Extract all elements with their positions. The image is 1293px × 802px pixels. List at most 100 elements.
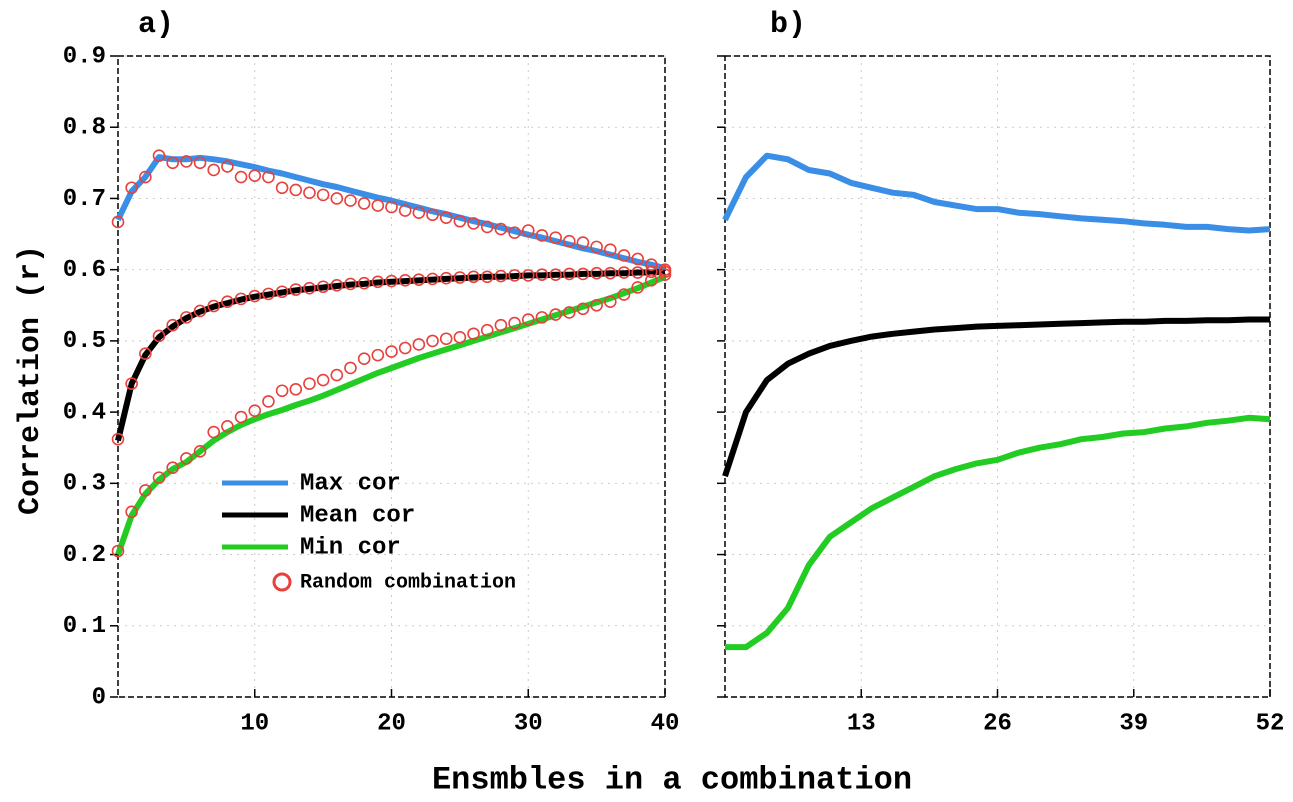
random-marker — [193, 304, 207, 318]
random-marker — [221, 295, 234, 309]
random-marker — [385, 345, 398, 358]
random-marker — [426, 208, 439, 222]
random-marker — [398, 274, 412, 287]
random-marker — [549, 231, 562, 244]
random-marker — [480, 220, 494, 234]
y-tick-label: 0.2 — [63, 542, 106, 569]
y-tick-label: 0.4 — [63, 399, 106, 426]
random-marker — [576, 267, 590, 281]
random-marker — [603, 243, 617, 257]
random-marker — [303, 281, 316, 295]
random-marker — [617, 288, 631, 301]
y-tick-label: 0.7 — [63, 186, 106, 213]
random-marker — [398, 204, 412, 217]
random-marker — [535, 229, 549, 242]
series-line — [725, 414, 1271, 651]
random-marker — [645, 258, 658, 271]
random-marker — [590, 298, 603, 312]
random-marker — [330, 192, 344, 205]
random-marker — [289, 383, 303, 396]
y-tick-label: 0 — [92, 684, 106, 711]
series-line — [115, 268, 666, 442]
random-marker — [344, 277, 357, 291]
random-marker — [508, 316, 521, 330]
random-marker — [248, 169, 262, 182]
random-marker — [234, 170, 248, 184]
y-tick-label: 0.8 — [63, 115, 106, 142]
random-marker — [207, 425, 221, 439]
y-tick-label: 0.1 — [63, 613, 106, 640]
random-marker — [180, 452, 193, 465]
random-marker — [549, 268, 562, 281]
x-tick-label: 30 — [514, 710, 543, 737]
random-marker — [603, 295, 617, 309]
legend-swatch — [272, 572, 292, 592]
random-marker — [453, 271, 467, 284]
random-marker — [645, 274, 658, 287]
random-marker — [180, 155, 193, 168]
x-tick-label: 39 — [1119, 710, 1148, 737]
random-marker — [371, 199, 385, 212]
random-marker — [166, 461, 179, 474]
random-marker — [357, 197, 371, 210]
random-marker — [549, 308, 562, 321]
random-marker — [152, 471, 166, 484]
random-marker — [166, 318, 179, 332]
random-marker — [221, 160, 234, 173]
random-marker — [426, 334, 439, 348]
random-marker — [262, 287, 275, 301]
series-line — [722, 152, 1271, 234]
y-axis-label: Correlation (r) — [14, 245, 48, 515]
random-marker — [439, 332, 453, 346]
legend-label: Mean cor — [300, 502, 415, 529]
x-tick-label: 26 — [983, 710, 1012, 737]
random-marker — [207, 299, 221, 313]
random-marker — [521, 269, 535, 282]
random-marker — [562, 267, 576, 281]
random-marker — [398, 341, 412, 355]
random-marker — [645, 265, 658, 279]
random-marker — [289, 283, 303, 296]
random-marker — [330, 368, 344, 382]
random-marker — [125, 377, 138, 390]
random-marker — [412, 338, 426, 351]
random-marker — [193, 156, 207, 170]
legend-label: Max cor — [300, 470, 401, 497]
y-tick-label: 0.9 — [63, 43, 106, 70]
panel-title: b) — [770, 8, 806, 42]
random-marker — [234, 410, 248, 424]
random-marker — [316, 373, 330, 387]
x-axis-label: Ensmbles in a combination — [432, 761, 912, 798]
random-marker — [125, 505, 138, 519]
random-marker — [562, 306, 576, 319]
panel-title: a) — [138, 8, 174, 42]
random-marker — [275, 181, 289, 195]
x-tick-label: 10 — [240, 710, 269, 737]
random-marker — [631, 281, 644, 294]
random-marker — [494, 318, 508, 332]
random-marker — [439, 271, 453, 285]
random-marker — [303, 186, 316, 200]
random-marker — [480, 323, 494, 337]
plot-frame — [724, 55, 1271, 698]
random-marker — [385, 274, 398, 288]
series-line — [115, 154, 666, 272]
random-marker — [521, 313, 535, 326]
random-marker — [139, 484, 152, 497]
random-marker — [521, 224, 535, 237]
random-marker — [590, 266, 603, 280]
random-marker — [453, 214, 467, 228]
random-marker — [371, 348, 385, 362]
random-marker — [480, 270, 494, 284]
x-tick-label: 20 — [377, 710, 406, 737]
legend-label: Min cor — [300, 534, 401, 561]
random-marker — [221, 420, 234, 433]
y-tick-label: 0.6 — [63, 257, 106, 284]
random-marker — [631, 252, 644, 266]
random-marker — [207, 163, 221, 177]
random-marker — [316, 280, 330, 294]
random-marker — [439, 211, 453, 224]
random-marker — [357, 352, 371, 365]
random-marker — [617, 266, 631, 279]
